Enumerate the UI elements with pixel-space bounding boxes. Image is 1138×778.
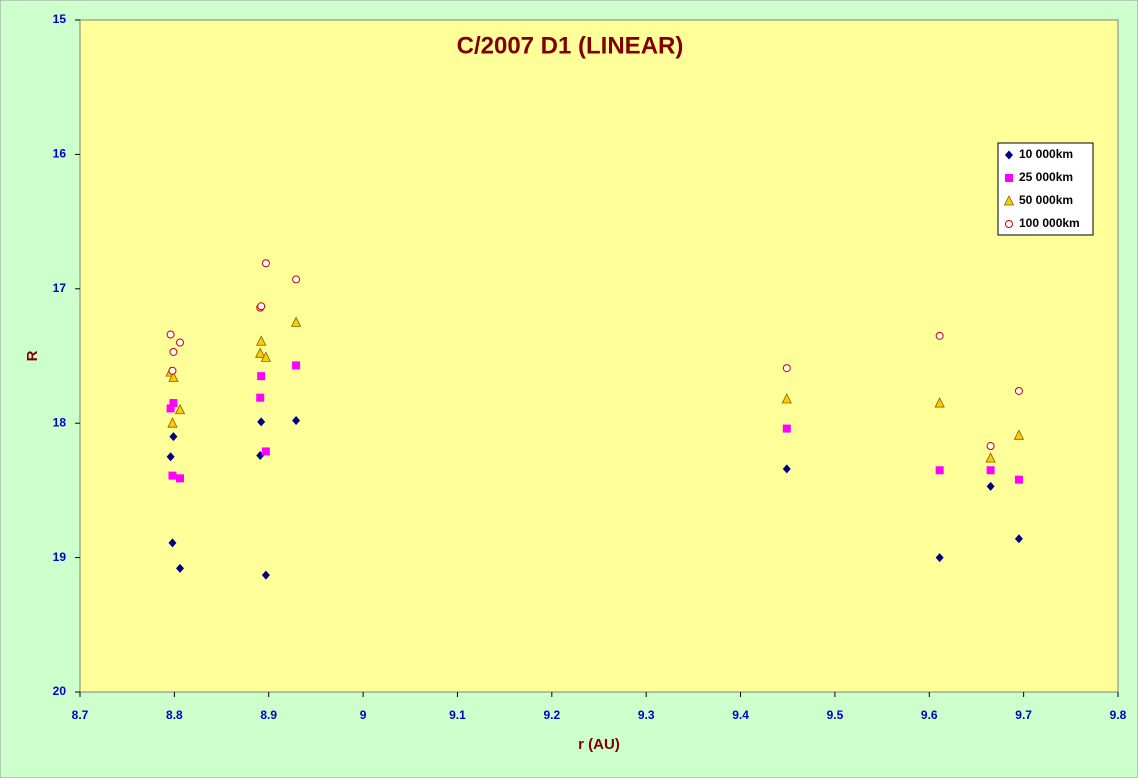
y-tick-label: 16 [53,147,67,161]
y-axis-title: R [24,350,41,361]
point [781,393,792,404]
point [256,335,267,346]
point [166,330,175,339]
chart-title: C/2007 D1 (LINEAR) [457,32,684,59]
point [168,371,179,382]
point [176,563,185,573]
legend-label: 10 000km [1019,147,1073,161]
y-tick-label: 20 [53,684,67,698]
point [986,466,995,475]
point [166,452,175,462]
point [261,447,270,456]
legend: 10 000km 25 000km 50 000km 100 000km [997,142,1094,236]
x-tick-label: 9.7 [1015,708,1032,722]
x-tick-label: 8.7 [72,708,89,722]
point [260,351,272,362]
point [174,403,186,415]
point [169,347,178,356]
x-tick-label: 9.4 [732,708,749,722]
legend-label: 50 000km [1019,193,1073,207]
point [1013,429,1025,440]
point [169,432,178,442]
point [985,452,996,463]
legend-label: 25 000km [1019,170,1073,184]
point [261,570,270,580]
point [292,416,301,426]
x-tick-label: 9.3 [638,708,655,722]
point [169,399,178,408]
point [986,481,995,491]
point [935,466,944,475]
point [176,474,185,483]
y-tick-label: 15 [53,12,67,26]
point [986,442,995,451]
point [176,338,185,347]
x-tick-label: 9.5 [827,708,844,722]
point [257,417,266,427]
legend-marker [1005,174,1013,182]
point [935,331,944,340]
legend-label: 100 000km [1019,216,1080,230]
y-tick-label: 19 [53,550,67,564]
point [256,393,265,402]
plot-area [79,19,1119,693]
point [1014,534,1023,544]
x-tick-label: 9.1 [449,708,466,722]
point [255,347,266,358]
point [292,361,301,370]
point [782,424,791,433]
point [1014,386,1023,395]
x-tick-label: 8.8 [166,708,183,722]
point [935,553,944,563]
point [257,302,266,311]
point [168,366,177,375]
point [168,538,177,548]
x-axis-title: r (AU) [578,736,620,753]
x-tick-label: 9.2 [543,708,560,722]
point [168,471,177,480]
y-tick-label: 18 [53,415,67,429]
point [292,275,301,284]
point [257,372,266,381]
point [782,464,791,474]
y-tick-label: 17 [53,281,67,295]
legend-marker [1005,150,1013,160]
x-tick-label: 9.6 [921,708,938,722]
point [167,417,178,428]
x-tick-label: 9.8 [1110,708,1127,722]
point [934,397,945,408]
x-tick-label: 9 [360,708,367,722]
point [166,404,175,413]
x-tick-label: 8.9 [260,708,277,722]
point [782,364,791,373]
point [290,316,302,327]
legend-box [997,142,1094,236]
legend-marker [1005,220,1013,228]
legend-marker [1003,195,1015,206]
point [1014,475,1023,484]
point [261,259,270,268]
